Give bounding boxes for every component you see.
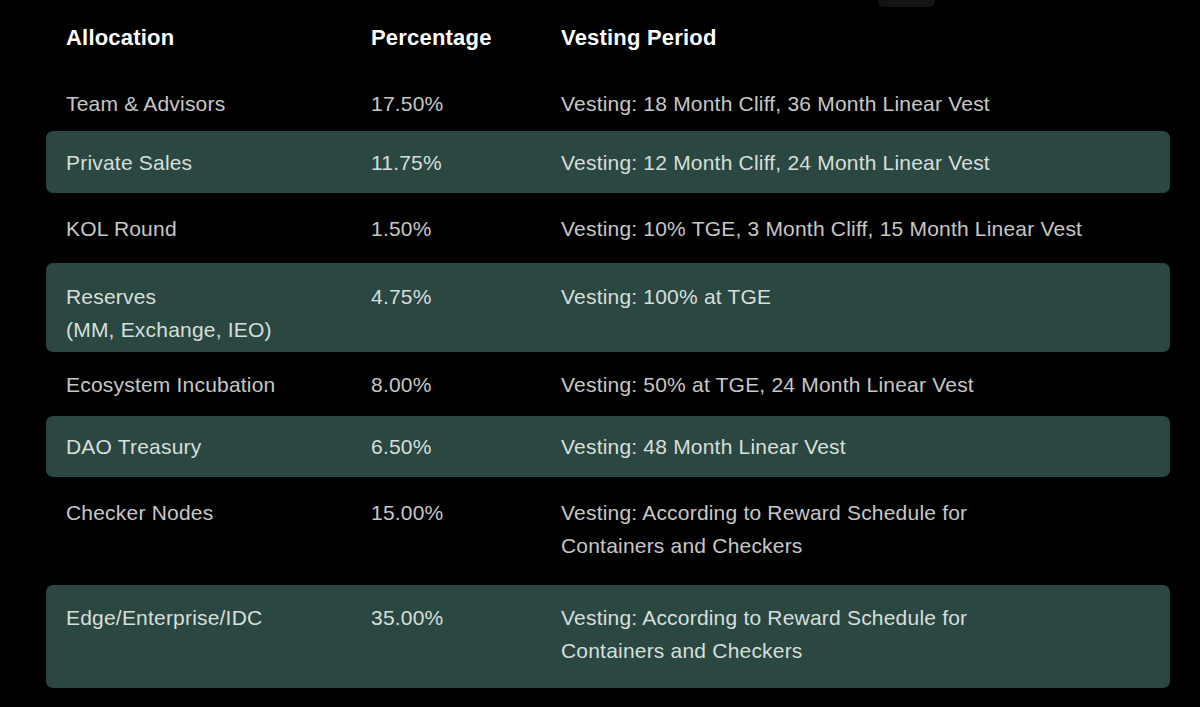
vesting-cell: Vesting: 12 Month Cliff, 24 Month Linear… [561, 146, 1150, 179]
vesting-cell: Vesting: 50% at TGE, 24 Month Linear Ves… [561, 368, 1150, 401]
table-row: Ecosystem Incubation 8.00% Vesting: 50% … [46, 352, 1170, 416]
allocation-cell: KOL Round [66, 212, 371, 245]
vesting-cell: Vesting: 10% TGE, 3 Month Cliff, 15 Mont… [561, 212, 1150, 245]
vesting-cell: Vesting: According to Reward Schedule fo… [561, 496, 1150, 562]
percentage-cell: 6.50% [371, 430, 561, 463]
vesting-cell: Vesting: 100% at TGE [561, 280, 1150, 313]
table-header-row: Allocation Percentage Vesting Period [46, 0, 1170, 75]
table-row: KOL Round 1.50% Vesting: 10% TGE, 3 Mont… [46, 193, 1170, 263]
column-header-vesting-period: Vesting Period [561, 21, 1150, 54]
percentage-cell: 15.00% [371, 496, 561, 529]
tokenomics-screen: Allocation Percentage Vesting Period Tea… [0, 0, 1200, 707]
percentage-cell: 35.00% [371, 601, 561, 634]
column-header-percentage: Percentage [371, 21, 561, 54]
vesting-cell: Vesting: 48 Month Linear Vest [561, 430, 1150, 463]
vesting-cell: Vesting: 18 Month Cliff, 36 Month Linear… [561, 87, 1150, 120]
allocation-cell: Reserves (MM, Exchange, IEO) [66, 280, 371, 346]
allocation-cell: Ecosystem Incubation [66, 368, 371, 401]
column-header-allocation: Allocation [66, 21, 371, 54]
percentage-cell: 17.50% [371, 87, 561, 120]
percentage-cell: 11.75% [371, 146, 561, 179]
table-row: Edge/Enterprise/IDC 35.00% Vesting: Acco… [46, 585, 1170, 688]
table-row: Checker Nodes 15.00% Vesting: According … [46, 477, 1170, 585]
vesting-cell: Vesting: According to Reward Schedule fo… [561, 601, 1150, 667]
percentage-cell: 8.00% [371, 368, 561, 401]
percentage-cell: 4.75% [371, 280, 561, 313]
allocation-vesting-table: Allocation Percentage Vesting Period Tea… [0, 0, 1200, 688]
table-row: DAO Treasury 6.50% Vesting: 48 Month Lin… [46, 416, 1170, 477]
allocation-cell: Checker Nodes [66, 496, 371, 529]
allocation-cell: Private Sales [66, 146, 371, 179]
table-row: Reserves (MM, Exchange, IEO) 4.75% Vesti… [46, 263, 1170, 352]
allocation-cell: DAO Treasury [66, 430, 371, 463]
table-row: Team & Advisors 17.50% Vesting: 18 Month… [46, 75, 1170, 131]
allocation-cell: Team & Advisors [66, 87, 371, 120]
percentage-cell: 1.50% [371, 212, 561, 245]
allocation-cell: Edge/Enterprise/IDC [66, 601, 371, 634]
table-row: Private Sales 11.75% Vesting: 12 Month C… [46, 131, 1170, 193]
